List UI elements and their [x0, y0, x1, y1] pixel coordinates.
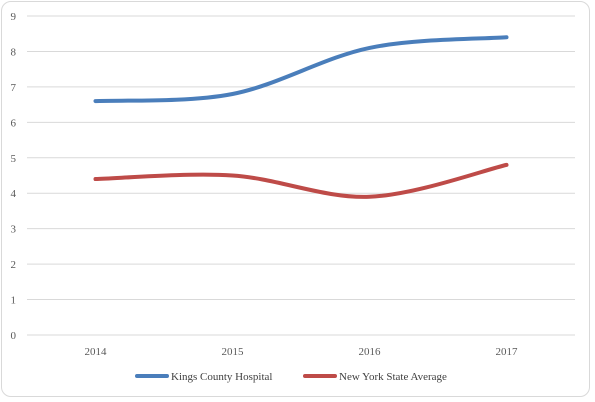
legend-label: Kings County Hospital [171, 371, 272, 383]
y-tick-label: 8 [11, 46, 17, 58]
chart-frame [1, 1, 590, 397]
y-tick-label: 9 [11, 11, 17, 23]
x-tick-label: 2016 [359, 346, 382, 358]
y-tick-label: 1 [11, 295, 17, 307]
gridlines [27, 15, 575, 336]
y-tick-label: 4 [11, 188, 17, 200]
x-axis-ticks: 2014 2015 2016 2017 [85, 346, 519, 358]
y-axis-ticks: 0 1 2 3 4 5 6 7 8 9 [11, 11, 17, 342]
y-tick-label: 6 [11, 117, 17, 129]
x-tick-label: 2017 [496, 346, 519, 358]
y-tick-label: 0 [11, 330, 17, 342]
legend: Kings County Hospital New York State Aver… [135, 371, 447, 383]
series-lines [93, 35, 509, 199]
y-tick-label: 2 [11, 259, 17, 271]
y-tick-label: 5 [11, 153, 17, 165]
y-tick-label: 7 [11, 82, 17, 94]
series-line-1 [93, 35, 509, 104]
x-tick-label: 2014 [85, 346, 108, 358]
x-tick-label: 2015 [222, 346, 245, 358]
y-tick-label: 3 [11, 224, 17, 236]
legend-label: New York State Average [339, 371, 447, 383]
series-line-2 [93, 162, 509, 199]
